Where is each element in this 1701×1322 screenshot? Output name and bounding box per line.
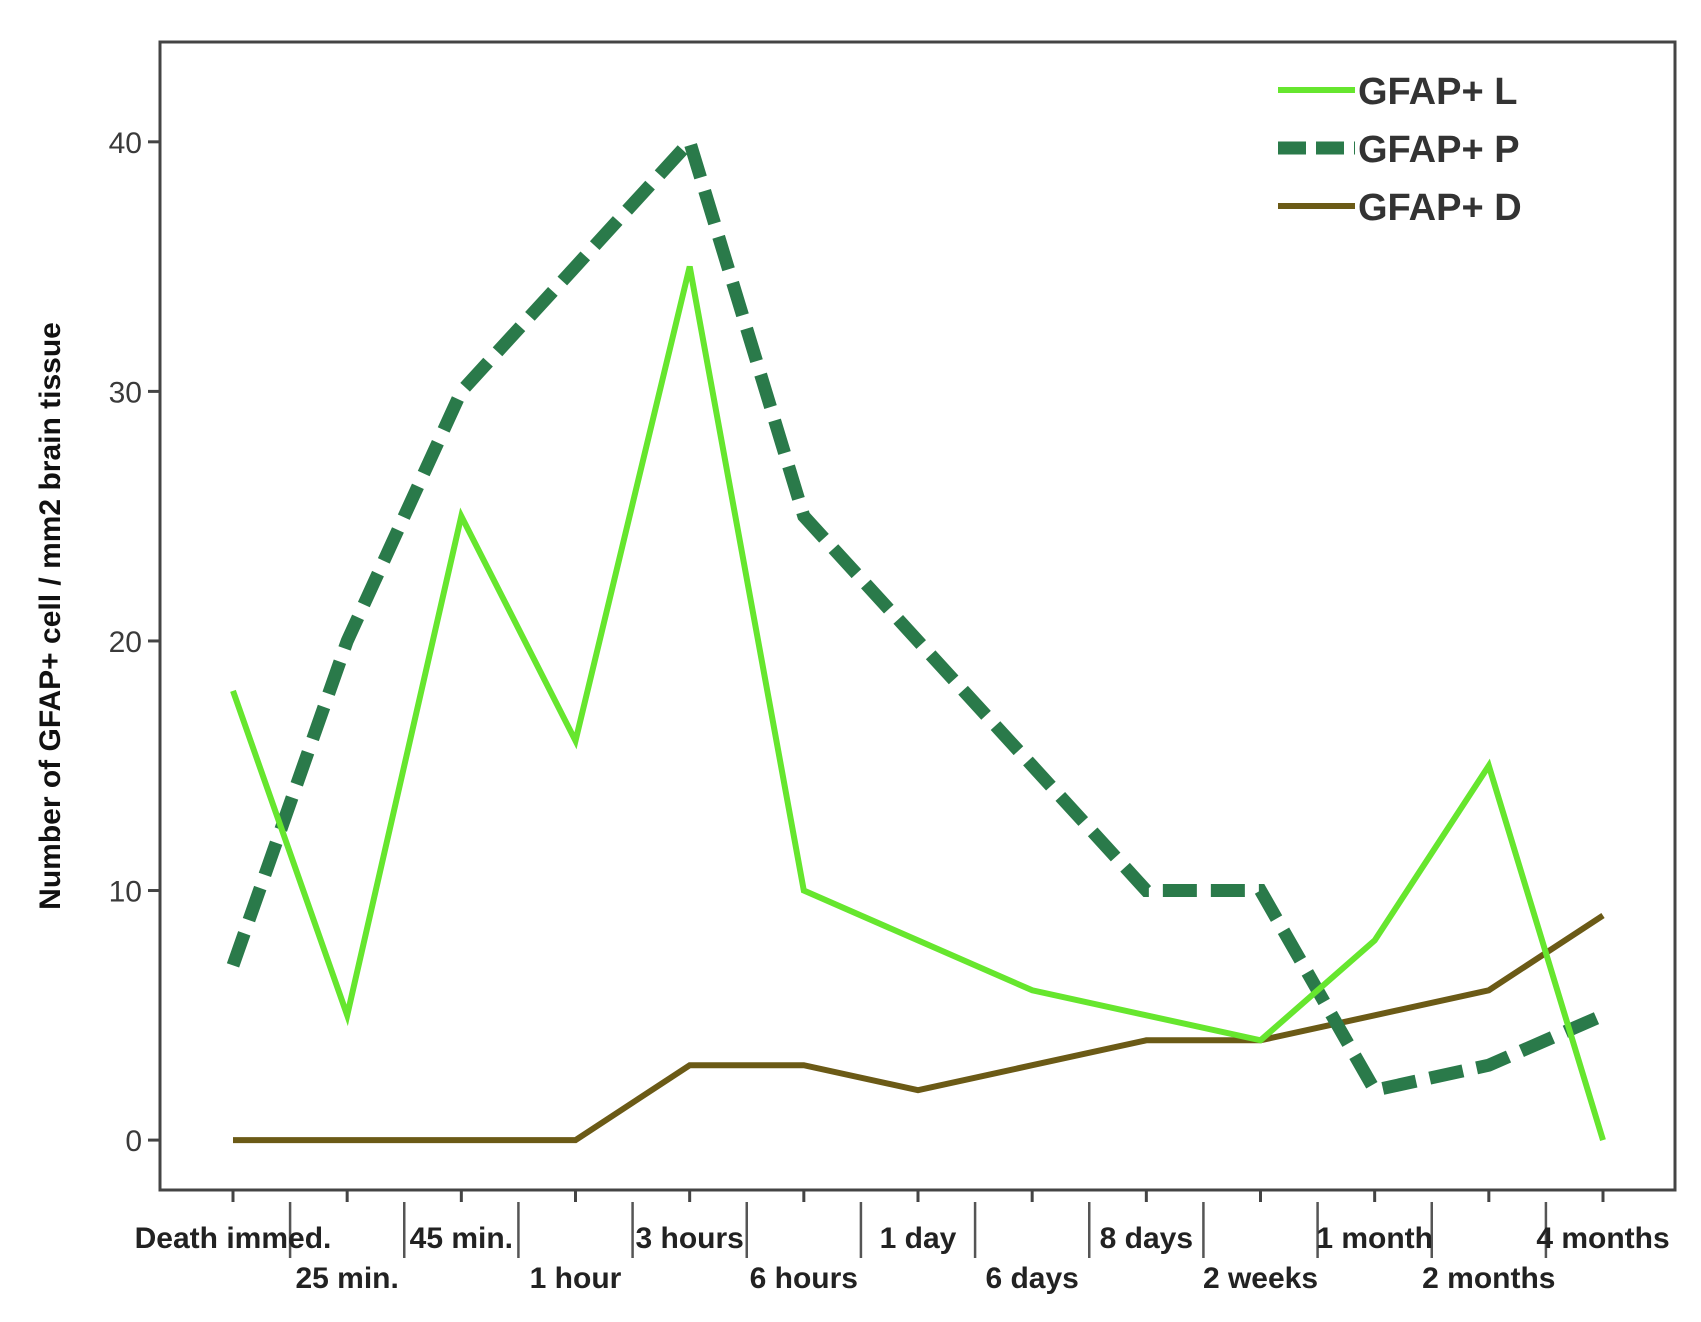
x-tick-label: 1 month bbox=[1316, 1222, 1433, 1255]
x-tick-label: 45 min. bbox=[410, 1222, 513, 1255]
series-line-gfap-p bbox=[226, 129, 1606, 1098]
plot-frame bbox=[158, 40, 1677, 1192]
y-tick-label: 40 bbox=[109, 127, 142, 160]
x-tick-label: 3 hours bbox=[635, 1222, 743, 1255]
series-line-gfap-l bbox=[230, 265, 1606, 1141]
x-tick-label: 1 hour bbox=[530, 1262, 622, 1295]
series-layer bbox=[226, 129, 1606, 1144]
x-tick-label: 25 min. bbox=[295, 1262, 398, 1295]
x-tick-label: 2 months bbox=[1422, 1262, 1555, 1295]
y-tick-label: 20 bbox=[109, 626, 142, 659]
legend: GFAP+ L GFAP+ P GFAP+ D bbox=[1278, 71, 1522, 229]
y-tick-label: 10 bbox=[109, 876, 142, 909]
legend-label: GFAP+ D bbox=[1358, 187, 1522, 229]
x-tick-label: Death immed. bbox=[135, 1222, 332, 1255]
x-tick-label: 4 months bbox=[1536, 1222, 1669, 1255]
series-line-gfap-d bbox=[233, 912, 1605, 1144]
y-tick-label: 30 bbox=[109, 376, 142, 409]
legend-label: GFAP+ L bbox=[1358, 71, 1517, 113]
x-tick-label: 8 days bbox=[1100, 1222, 1193, 1255]
legend-label: GFAP+ P bbox=[1358, 129, 1520, 171]
x-tick-label: 6 hours bbox=[750, 1262, 858, 1295]
y-tick-label: 0 bbox=[125, 1125, 142, 1158]
x-tick-label: 2 weeks bbox=[1203, 1262, 1318, 1295]
x-tick-label: 6 days bbox=[985, 1262, 1078, 1295]
y-axis-title: Number of GFAP+ cell / mm2 brain tissue bbox=[34, 322, 67, 910]
x-tick-label: 1 day bbox=[880, 1222, 957, 1255]
y-axis: 0 10 20 30 40 bbox=[109, 127, 160, 1158]
